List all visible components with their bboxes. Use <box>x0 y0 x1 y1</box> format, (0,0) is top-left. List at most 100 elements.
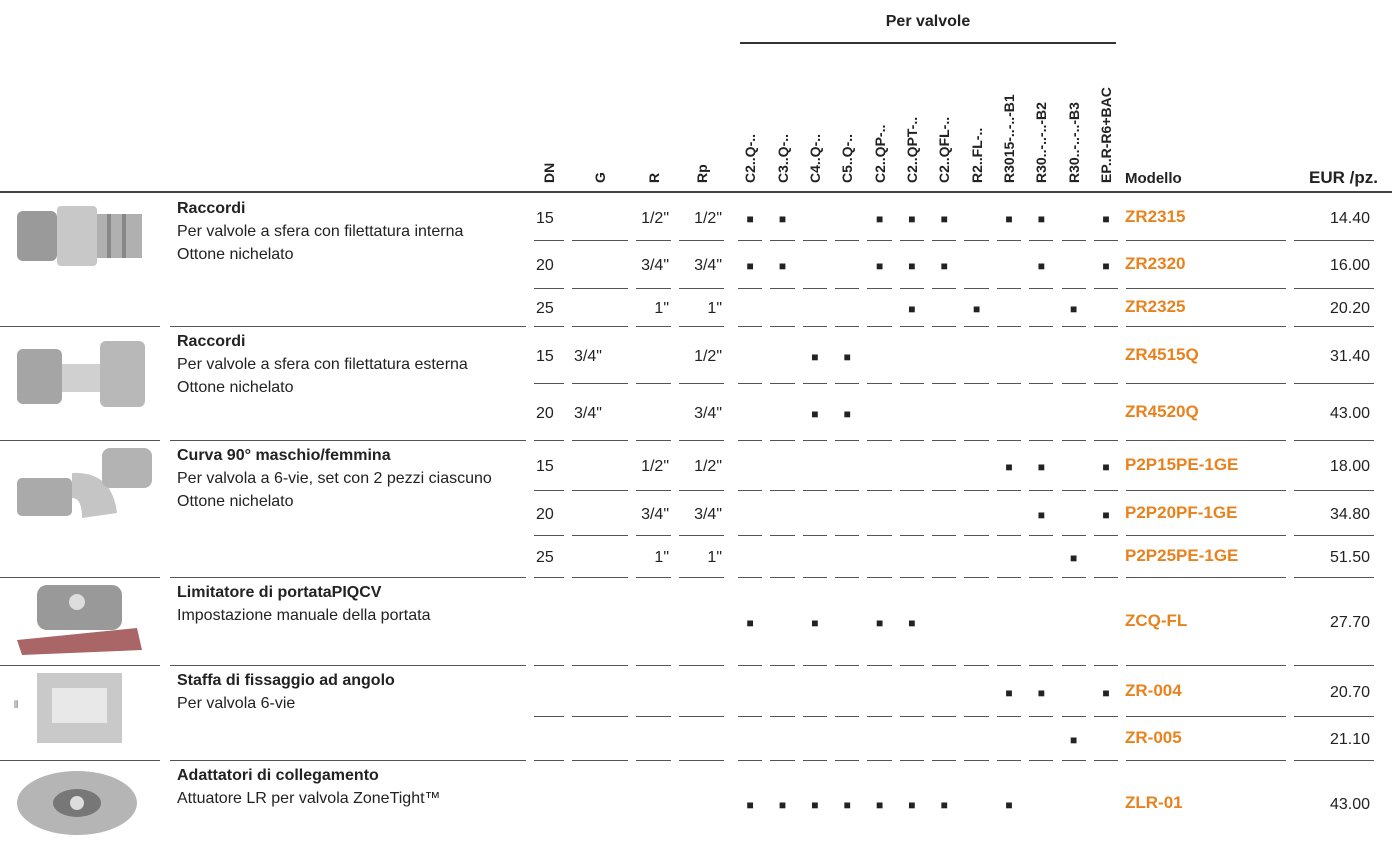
price: 21.10 <box>1329 731 1370 748</box>
row-rule <box>1029 240 1054 241</box>
row-rule <box>738 490 763 491</box>
fit-mark: ■ <box>940 798 948 812</box>
row-rule <box>899 288 925 289</box>
row-rule <box>1029 535 1054 536</box>
row-rule <box>1093 577 1119 578</box>
row-rule <box>932 288 957 289</box>
model-code: ZR2315 <box>1125 206 1186 226</box>
product-material: Ottone nichelato <box>177 379 294 396</box>
row-rule <box>738 665 763 666</box>
fit-mark: ■ <box>908 616 916 630</box>
fit-mark: ■ <box>778 259 787 273</box>
product-image-art <box>17 341 145 407</box>
row-rule <box>679 760 724 761</box>
row-rule <box>1061 535 1086 536</box>
product-description: Limitatore di portataPIQCV Impostazione m… <box>177 581 527 627</box>
model-code: ZR2325 <box>1125 297 1186 316</box>
row-rule <box>738 440 763 441</box>
row-rule <box>572 288 628 289</box>
model-code: P2P25PE-1GE <box>1125 546 1239 565</box>
dimension-cell: 3/4" <box>694 404 722 422</box>
row-rule <box>572 665 628 666</box>
product-title: Raccordi <box>177 333 246 350</box>
row-rule <box>679 440 724 441</box>
product-text: Per valvole a sfera con filettatura este… <box>177 356 468 373</box>
row-rule <box>636 383 671 384</box>
row-rule <box>932 535 957 536</box>
row-rule <box>899 535 925 536</box>
row-rule <box>1029 288 1054 289</box>
row-rule <box>679 535 724 536</box>
group-rule <box>170 760 526 761</box>
fit-mark: ■ <box>1102 211 1110 226</box>
row-rule <box>1294 383 1374 384</box>
fit-mark: ■ <box>972 302 981 316</box>
row-rule <box>1061 240 1086 241</box>
row-rule <box>1093 665 1119 666</box>
price: 27.70 <box>1329 614 1370 631</box>
fit-mark: ■ <box>1005 685 1013 700</box>
product-title: Adattatori di collegamento <box>177 767 379 784</box>
row-rule <box>1029 665 1054 666</box>
price-header: EUR /pz. <box>1309 168 1378 187</box>
product-image-art: ⫴ <box>14 673 122 743</box>
column-header: C2..Q-.. <box>742 133 759 183</box>
dimension-cell: 1/2" <box>694 347 722 365</box>
product-image-art <box>17 771 137 835</box>
dimension-cell: 3/4" <box>694 257 722 274</box>
fit-mark: ■ <box>1070 551 1078 565</box>
fit-mark: ■ <box>908 211 916 226</box>
row-rule <box>964 716 989 717</box>
row-rule <box>867 326 892 327</box>
fit-mark: ■ <box>843 349 851 364</box>
row-rule <box>770 535 795 536</box>
dimension-cell: 20 <box>536 404 554 422</box>
row-rule <box>996 760 1022 761</box>
row-rule <box>534 490 564 491</box>
column-header: C2..QPT-.. <box>903 116 920 183</box>
row-rule <box>534 440 564 441</box>
product-title: Raccordi <box>177 200 246 217</box>
group-rule <box>170 326 526 327</box>
row-rule <box>770 490 795 491</box>
fit-mark: ■ <box>908 302 916 316</box>
row-rule <box>932 577 957 578</box>
row-rule <box>932 440 957 441</box>
row-rule <box>802 760 828 761</box>
row-rule <box>1126 577 1286 578</box>
fit-mark: ■ <box>1037 460 1045 474</box>
row-rule <box>835 490 860 491</box>
dimension-cell: 3/4" <box>694 505 722 523</box>
column-header: C5..Q-.. <box>839 133 856 183</box>
dimension-cell: 15 <box>536 347 554 365</box>
fit-mark: ■ <box>1037 259 1045 273</box>
fit-mark: ■ <box>811 798 819 812</box>
group-underline <box>740 42 1116 44</box>
column-header: R2..FL-.. <box>968 127 985 183</box>
product-image <box>12 763 162 858</box>
fit-mark: ■ <box>843 798 851 812</box>
row-rule <box>738 288 763 289</box>
product-description: Staffa di fissaggio ad angolo Per valvola… <box>177 669 527 715</box>
row-rule <box>1126 288 1286 289</box>
row-rule <box>899 383 925 384</box>
row-rule <box>996 383 1022 384</box>
row-rule <box>534 535 564 536</box>
row-rule <box>1126 535 1286 536</box>
row-rule <box>899 577 925 578</box>
row-rule <box>899 665 925 666</box>
column-header: C3..Q-.. <box>774 133 791 183</box>
row-rule <box>679 383 724 384</box>
price: 20.20 <box>1329 300 1370 317</box>
row-rule <box>964 490 989 491</box>
row-rule <box>835 535 860 536</box>
group-rule <box>0 665 160 666</box>
row-rule <box>996 716 1022 717</box>
row-rule <box>636 665 671 666</box>
row-rule <box>1029 490 1054 491</box>
fit-mark: ■ <box>875 616 884 630</box>
row-rule <box>738 326 763 327</box>
row-rule <box>802 240 828 241</box>
row-rule <box>835 326 860 327</box>
